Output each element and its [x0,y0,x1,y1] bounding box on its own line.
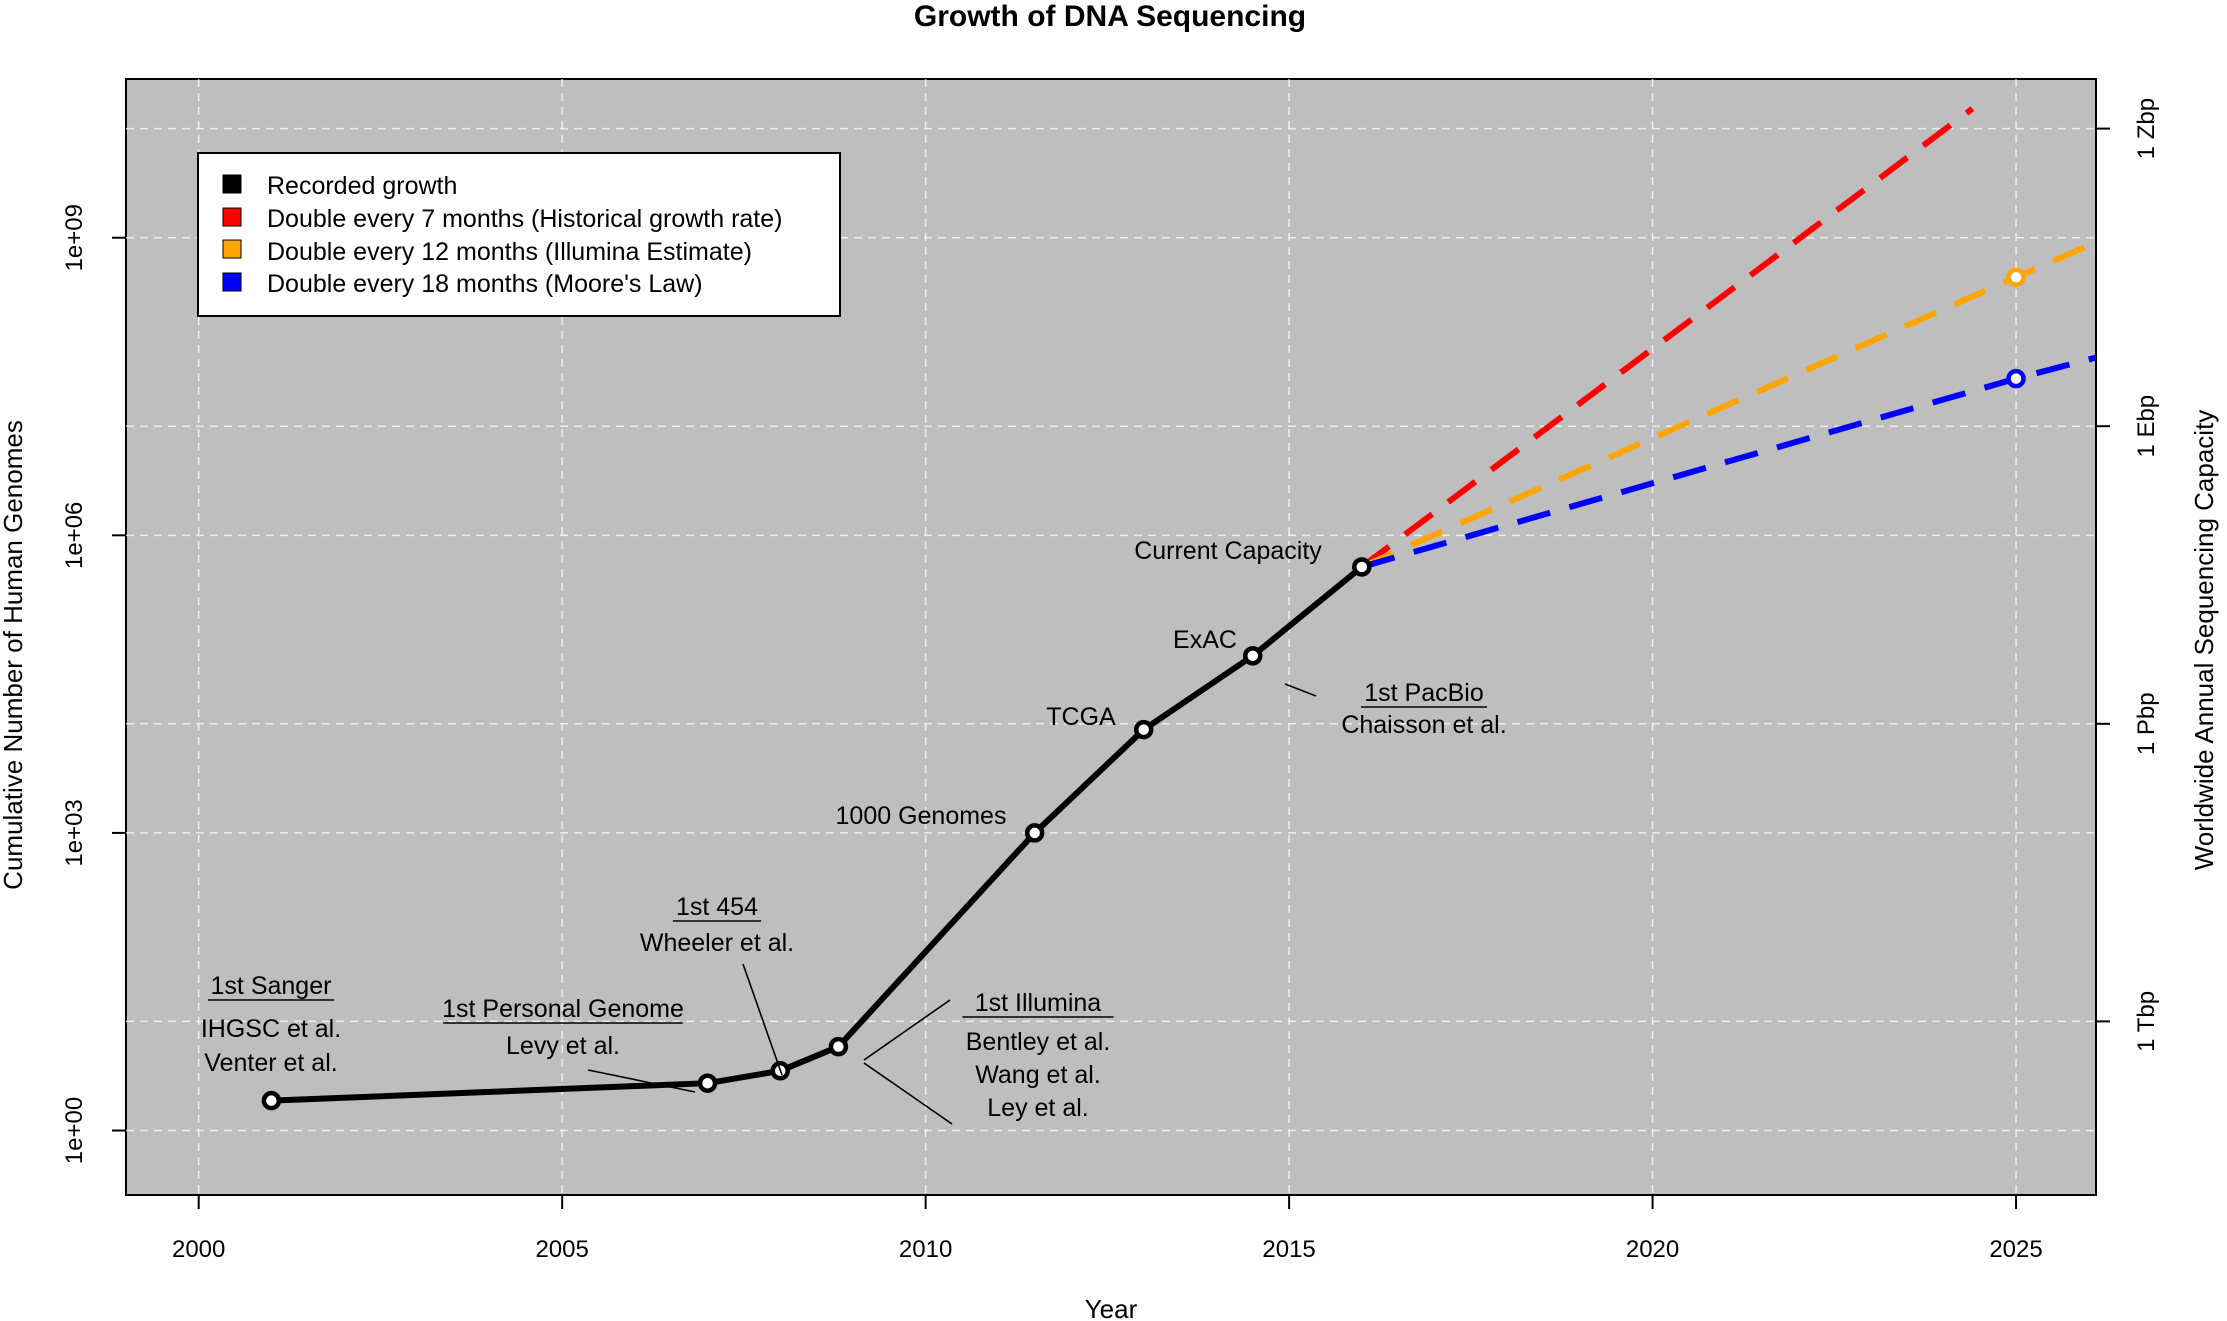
y2-tick-label: 1 Ebp [2133,395,2160,458]
y2-axis-title: Worldwide Annual Sequencing Capacity [2189,410,2219,871]
annotation-tcga: TCGA [1046,703,1116,731]
y2-tick-label: 1 Zbp [2133,98,2160,159]
annotation-leader [863,999,951,1061]
annotation-personal: 1st Personal Genome [442,995,684,1023]
y-axis-title: Cumulative Number of Human Genomes [0,420,28,890]
annotation-current: Current Capacity [1134,537,1322,565]
recorded-point [1352,557,1372,577]
annotation-pacbio: Chaisson et al. [1341,711,1506,739]
x-axis: 2000 2005 2010 2015 2020 2025 [172,1195,2043,1263]
annotation-leader [1284,683,1317,697]
annotation-leader [587,1069,696,1093]
y2-axis: 1 Tbp 1 Pbp 1 Ebp 1 Zbp [2096,98,2160,1052]
y2-tick-label: 1 Pbp [2133,692,2160,755]
legend-swatch-recorded [222,174,242,194]
y-tick-label: 1e+03 [61,799,88,866]
x-tick-label: 2010 [899,1236,952,1263]
annotations-group: 1st Sanger IHGSC et al. Venter et al. 1st P… [201,537,1507,1125]
annotation-illumina: Ley et al. [987,1094,1088,1122]
legend: Recorded growth Double every 7 months (H… [197,152,841,317]
annotation-1000g: 1000 Genomes [836,802,1007,830]
x-tick-label: 2015 [1262,1236,1315,1263]
annotation-sanger: IHGSC et al. [201,1015,341,1043]
projection-point [2006,368,2026,389]
x-tick-label: 2005 [535,1236,588,1263]
annotation-exac: ExAC [1173,626,1237,654]
legend-label-red: Double every 7 months (Historical growth… [267,205,782,233]
recorded-point [828,1036,849,1057]
annotation-454: Wheeler et al. [640,929,794,957]
x-tick-label: 2025 [1989,1236,2042,1263]
legend-label-orange: Double every 12 months (Illumina Estimat… [267,238,752,266]
series-line-0 [271,564,1364,1104]
annotation-personal: Levy et al. [506,1032,620,1060]
legend-box [197,152,841,317]
y-tick-label: 1e+06 [61,502,88,569]
x-axis-title: Year [1085,1294,1138,1321]
recorded-point [261,1090,282,1111]
legend-swatch-blue [222,272,242,292]
y-tick-label: 1e+09 [61,204,88,271]
y-tick-label: 1e+00 [61,1097,88,1164]
annotation-pacbio: 1st PacBio [1364,679,1484,707]
legend-swatch-red [222,207,242,227]
annotation-illumina: Bentley et al. [966,1028,1111,1056]
legend-swatch-orange [222,239,242,259]
chart-title: Growth of DNA Sequencing [914,0,1306,33]
recorded-point [1243,646,1263,666]
annotation-illumina: Wang et al. [975,1061,1101,1089]
x-tick-label: 2000 [172,1236,225,1263]
series-line-1 [1359,106,1975,570]
annotation-454: 1st 454 [676,893,758,921]
legend-label-blue: Double every 18 months (Moore's Law) [267,270,703,298]
markers-group [261,267,2026,1111]
annotation-sanger: 1st Sanger [211,972,332,1000]
x-tick-label: 2020 [1626,1236,1679,1263]
recorded-point [1133,719,1154,740]
y-axis: 1e+00 1e+03 1e+06 1e+09 [61,204,126,1164]
projection-point [2006,267,2026,287]
annotation-leader [863,1062,953,1125]
recorded-point [697,1073,718,1093]
legend-label-recorded: Recorded growth [267,172,457,200]
y2-tick-label: 1 Tbp [2133,991,2160,1052]
recorded-point [1024,823,1045,843]
annotation-leader [742,963,783,1076]
annotation-sanger: Venter et al. [204,1049,337,1077]
annotation-illumina: 1st Illumina [975,989,1102,1017]
